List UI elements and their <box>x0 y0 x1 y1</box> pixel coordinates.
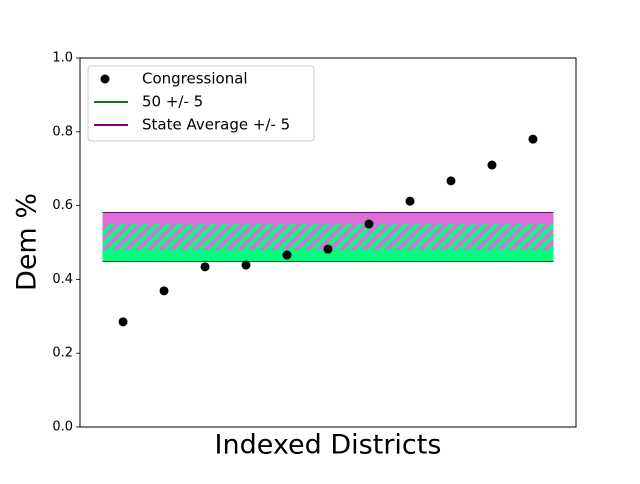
legend-label: 50 +/- 5 <box>142 93 203 111</box>
legend-box <box>87 65 315 142</box>
point <box>446 176 456 186</box>
point <box>200 262 210 272</box>
point <box>528 134 538 144</box>
y-tick-label: 0.0 <box>52 420 73 435</box>
y-axis-label: Dem % <box>12 193 43 291</box>
point <box>159 286 169 296</box>
y-tick-label: 0.4 <box>52 272 73 287</box>
y-tick-label: 0.2 <box>52 346 73 361</box>
point <box>118 317 128 327</box>
y-tick-label: 0.6 <box>52 198 73 213</box>
point <box>282 250 292 260</box>
legend-label: State Average +/- 5 <box>142 116 290 134</box>
y-tick-label: 1.0 <box>52 51 73 66</box>
point <box>241 260 251 270</box>
point <box>487 160 497 170</box>
legend-label: Congressional <box>142 70 248 88</box>
x-axis-label: Indexed Districts <box>215 430 442 461</box>
y-tick-label: 0.8 <box>52 124 73 139</box>
point <box>364 219 374 229</box>
point <box>405 196 415 206</box>
plot-frame <box>79 57 577 428</box>
point <box>323 244 333 254</box>
legend-marker <box>100 74 110 84</box>
